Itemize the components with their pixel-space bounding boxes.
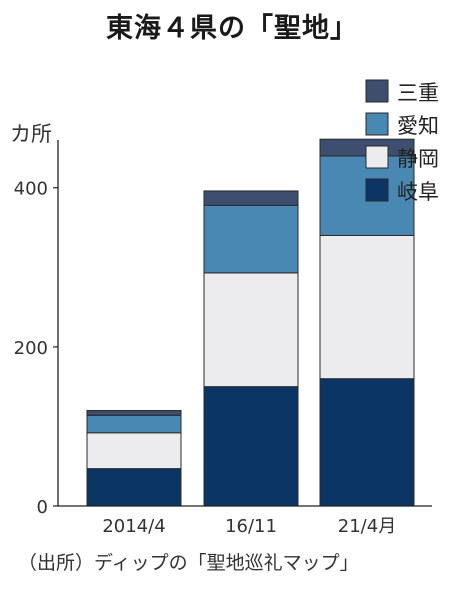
bar-segment-静岡-21/4月	[319, 234, 415, 380]
bar-segment-岐阜-2014/4	[86, 468, 182, 507]
legend-swatch-三重	[365, 79, 389, 103]
y-tick-label: 0	[37, 497, 48, 518]
bar-segment-三重-16/11	[203, 190, 299, 206]
legend-label-静岡: 静岡	[397, 147, 439, 171]
bar-segment-静岡-2014/4	[86, 432, 182, 470]
legend-swatch-愛知	[365, 112, 389, 136]
bar-segment-愛知-21/4月	[319, 155, 415, 236]
x-tick-label: 16/11	[225, 516, 277, 537]
x-tick-label: 2014/4	[102, 516, 165, 537]
legend-swatch-岐阜	[365, 178, 389, 202]
bar-segment-愛知-16/11	[203, 204, 299, 274]
x-tick-label: 21/4月	[338, 516, 396, 537]
bar-segment-愛知-2014/4	[86, 414, 182, 434]
bar-segment-静岡-16/11	[203, 272, 299, 388]
legend-swatch-静岡	[365, 145, 389, 169]
legend-label-愛知: 愛知	[397, 114, 439, 138]
source-note: （出所）ディップの「聖地巡礼マップ」	[18, 552, 359, 574]
legend-label-三重: 三重	[397, 81, 439, 105]
bar-segment-岐阜-16/11	[203, 386, 299, 507]
bar-segment-岐阜-21/4月	[319, 378, 415, 507]
y-tick-label: 200	[14, 338, 48, 359]
y-axis-unit-label: カ所	[10, 122, 52, 146]
chart-title: 東海４県の「聖地」	[106, 13, 358, 44]
legend-label-岐阜: 岐阜	[397, 180, 439, 204]
bar-segment-三重-2014/4	[86, 410, 182, 416]
y-tick-label: 400	[14, 179, 48, 200]
